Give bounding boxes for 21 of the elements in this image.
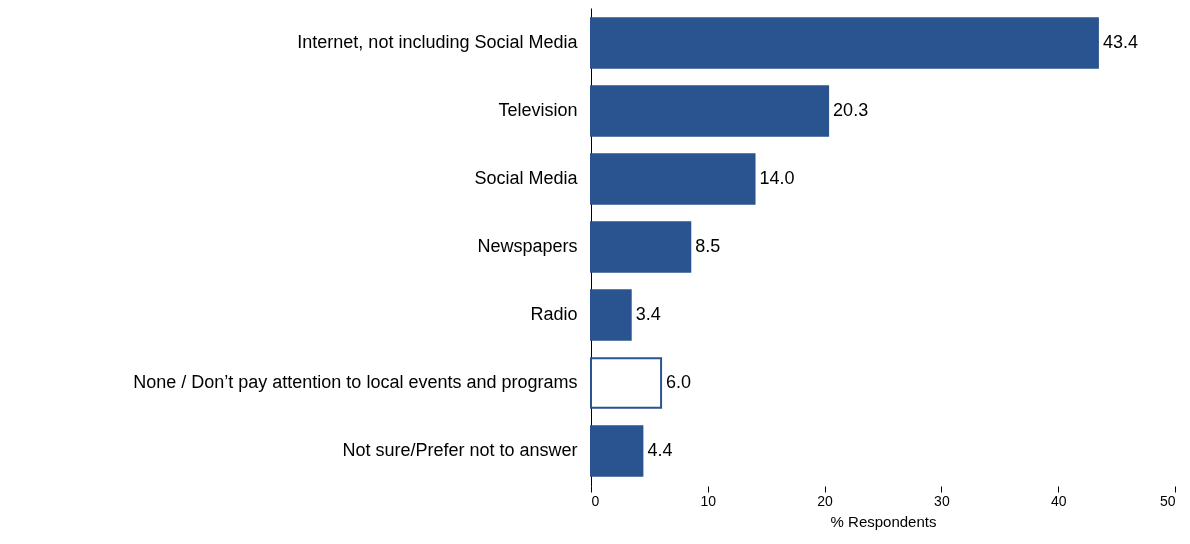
x-tick-label: 10 xyxy=(700,492,717,509)
x-tick-label: 40 xyxy=(1050,492,1067,509)
data-label: 20.3 xyxy=(833,100,869,121)
data-label: 43.4 xyxy=(1102,32,1138,53)
x-tick-label: 50 xyxy=(1159,492,1176,509)
data-label: 8.5 xyxy=(695,236,721,256)
y-tick-label: Not sure/Prefer not to answer xyxy=(342,439,578,460)
data-label: 4.4 xyxy=(647,439,673,460)
y-tick-label: Radio xyxy=(530,303,578,324)
y-tick-label: Newspapers xyxy=(477,236,578,256)
data-label: 14.0 xyxy=(759,168,795,189)
x-tick-label: 0 xyxy=(591,492,600,509)
x-axis-title: % Respondents xyxy=(830,512,937,530)
y-tick-label: Social Media xyxy=(474,168,579,189)
y-tick-label: Television xyxy=(498,100,578,121)
data-label: 6.0 xyxy=(666,371,692,392)
data-label: 3.4 xyxy=(635,303,661,324)
x-tick-label: 20 xyxy=(817,492,834,509)
y-tick-label: Internet, not including Social Media xyxy=(297,32,579,53)
x-tick-label: 30 xyxy=(934,492,950,509)
y-tick-label: None / Don’t pay attention to local events and programs xyxy=(133,371,578,392)
